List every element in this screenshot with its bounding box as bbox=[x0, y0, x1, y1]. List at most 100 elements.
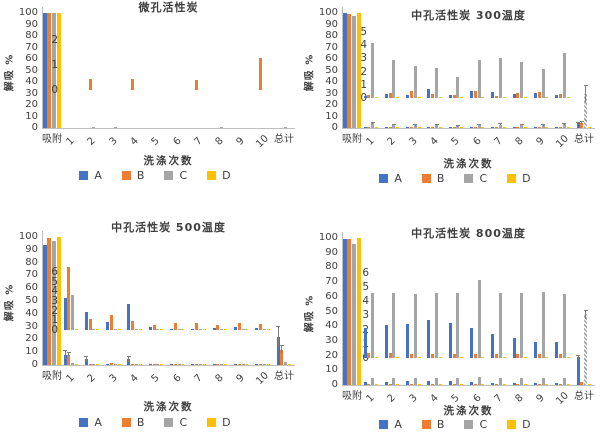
error-cap-B bbox=[66, 351, 71, 353]
bar-C-10 bbox=[562, 124, 566, 128]
bar-A-6 bbox=[470, 381, 473, 385]
y-tick-label: 90 bbox=[325, 246, 338, 258]
inset-bar-C-wash3 bbox=[113, 329, 117, 330]
legend-label-C: C bbox=[479, 418, 488, 431]
bar-C-7 bbox=[498, 124, 502, 128]
inset-bar-B-wash2 bbox=[388, 353, 392, 358]
y-tick-label: 10 bbox=[25, 110, 38, 122]
inset-bar-A-wash2 bbox=[384, 325, 388, 358]
chart-title: 中孔活性炭 300温度 bbox=[411, 9, 526, 22]
x-tick-label: 2 bbox=[385, 135, 399, 148]
bar-A-2 bbox=[384, 381, 388, 385]
inset-bar-D-wash7 bbox=[202, 329, 206, 330]
legend-label-C: C bbox=[479, 172, 488, 185]
bar-A-9 bbox=[533, 127, 537, 128]
inset-bar-B-wash1 bbox=[67, 266, 71, 330]
bar-C-6 bbox=[477, 376, 481, 385]
bar-B-6 bbox=[473, 384, 477, 385]
inset-bar-B-wash4 bbox=[131, 78, 135, 90]
bar-A-7 bbox=[191, 364, 195, 365]
bar-B-总计 bbox=[580, 122, 584, 128]
inset-y-tick-label: 5 bbox=[51, 275, 58, 288]
inset-bar-B-wash5 bbox=[452, 354, 456, 358]
inset-y-tick-label: 3 bbox=[360, 52, 367, 65]
inset-bar-D-wash8 bbox=[524, 96, 527, 98]
legend-label-B: B bbox=[436, 418, 445, 431]
inset-bar-B-wash8 bbox=[516, 92, 520, 98]
chart-title: 微孔活性炭 bbox=[138, 1, 199, 14]
x-axis-title: 洗涤次数 bbox=[143, 401, 194, 413]
x-tick-label: 8 bbox=[213, 372, 226, 385]
bar-B-总计 bbox=[580, 382, 584, 385]
x-tick-label: 2 bbox=[85, 372, 99, 385]
inset-bar-D-wash1 bbox=[374, 356, 378, 358]
y-tick-label: 30 bbox=[325, 87, 338, 99]
bar-D-4 bbox=[138, 364, 142, 365]
bar-C-3 bbox=[113, 127, 117, 128]
inset-y-tick-label: 0 bbox=[51, 324, 58, 336]
bar-B-9 bbox=[537, 127, 541, 128]
bar-A-1 bbox=[363, 127, 367, 128]
legend-item-D: D bbox=[207, 170, 231, 181]
y-tick-label: 40 bbox=[325, 320, 338, 332]
bar-B-4 bbox=[131, 363, 135, 365]
y-tick-label: 100 bbox=[318, 7, 338, 18]
error-cap-A bbox=[126, 356, 131, 358]
y-tick-label: 50 bbox=[25, 295, 38, 306]
bar-C-3 bbox=[413, 378, 417, 385]
bar-A-10 bbox=[555, 383, 559, 385]
x-tick-label: 4 bbox=[128, 135, 141, 148]
y-tick-label: 80 bbox=[25, 30, 38, 41]
inset-bar-A-wash9 bbox=[533, 93, 537, 98]
inset-bar-C-wash5 bbox=[156, 329, 160, 330]
bar-B-3 bbox=[409, 384, 413, 385]
inset-y-tick-label: 2 bbox=[355, 324, 369, 335]
bar-B-总计 bbox=[280, 349, 284, 365]
legend-swatch-A bbox=[379, 174, 389, 183]
inset-bar-C-wash5 bbox=[456, 292, 460, 358]
inset-y-tick-label: 1 bbox=[355, 339, 369, 350]
inset-bar-D-wash6 bbox=[481, 96, 485, 98]
legend-label-B: B bbox=[436, 172, 445, 185]
bar-D-5 bbox=[460, 384, 464, 385]
inset-y-tick-label: 2 bbox=[51, 304, 58, 317]
bar-A-7 bbox=[491, 382, 495, 385]
inset-bar-A-wash5 bbox=[148, 327, 152, 330]
inset-bar-D-wash5 bbox=[160, 329, 164, 330]
inset-y-tick-label: 0 bbox=[362, 352, 369, 364]
legend-swatch-A bbox=[79, 171, 89, 180]
inset-bar-B-wash10 bbox=[259, 324, 262, 330]
bar-B-9 bbox=[537, 384, 541, 385]
bar-B-4 bbox=[431, 127, 435, 128]
bar-D-7 bbox=[202, 364, 206, 365]
inset-bar-A-wash10 bbox=[555, 94, 559, 98]
y-tick-label: 60 bbox=[325, 53, 338, 64]
bar-B-吸附 bbox=[347, 239, 352, 385]
bar-D-9 bbox=[545, 127, 549, 128]
legend-item-A: A bbox=[79, 170, 102, 181]
bar-A-8 bbox=[512, 127, 516, 128]
inset-bar-D-wash3 bbox=[117, 329, 121, 330]
bar-D-5 bbox=[160, 364, 164, 365]
legend-swatch-C bbox=[464, 174, 474, 183]
x-tick-label: 吸附 bbox=[42, 371, 62, 382]
bar-D-吸附 bbox=[56, 237, 61, 365]
error-cap-C bbox=[413, 124, 418, 126]
bar-D-1 bbox=[74, 364, 78, 365]
inset-bar-D-wash2 bbox=[396, 356, 400, 358]
chart-title: 中孔活性炭 500温度 bbox=[111, 221, 226, 234]
y-tick-label: 0 bbox=[331, 379, 338, 390]
inset-bar-A-wash4 bbox=[127, 303, 131, 330]
error-bar-A bbox=[64, 350, 66, 359]
error-cap-C bbox=[434, 124, 439, 126]
bar-B-8 bbox=[216, 364, 220, 365]
error-bar-A bbox=[277, 326, 279, 348]
chart-legend: A B C D bbox=[320, 173, 590, 184]
x-tick-label: 5 bbox=[149, 372, 162, 385]
error-cap-C bbox=[370, 122, 375, 124]
bar-C-8 bbox=[220, 127, 224, 128]
inset-y-tick-label: 6 bbox=[51, 265, 58, 278]
x-tick-label: 4 bbox=[428, 135, 441, 148]
legend-swatch-C bbox=[164, 418, 174, 427]
inset-bar-D-wash6 bbox=[481, 356, 485, 358]
